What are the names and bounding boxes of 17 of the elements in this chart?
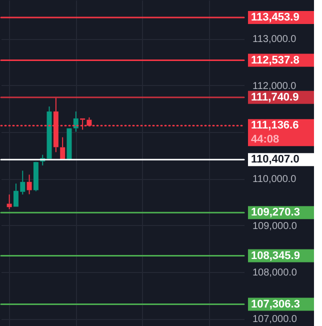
candlestick <box>6 194 12 210</box>
y-tick-label: 113,000.0 <box>252 34 297 46</box>
ref-line-label: 111,740.9 <box>251 91 299 104</box>
y-tick-label: 108,000.0 <box>252 267 298 278</box>
candlestick <box>26 174 32 195</box>
y-tick-label: 112,000.0 <box>252 80 297 92</box>
y-tick-label: 107,000.0 <box>252 314 298 326</box>
ref-line-label: 109,270.3 <box>251 206 300 219</box>
ref-line-label: 112,537.8 <box>251 54 300 66</box>
ref-line-label: 108,345.9 <box>251 250 300 262</box>
y-tick-label: 109,000.0 <box>252 220 298 232</box>
ref-line-label: 113,453.9 <box>251 12 300 24</box>
ref-line-label: 111,136.6 <box>251 120 299 132</box>
ref-line-label: 110,407.0 <box>251 154 300 166</box>
ref-line-label: 107,306.3 <box>251 298 300 310</box>
text: 44:08 <box>251 134 280 146</box>
y-tick-label: 110,000.0 <box>252 174 297 186</box>
